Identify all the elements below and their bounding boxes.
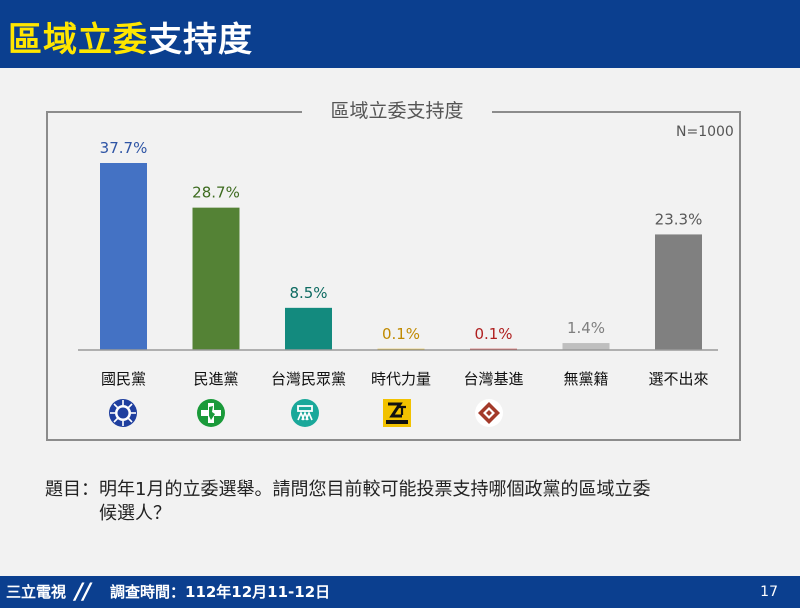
dpp-logo xyxy=(196,398,226,428)
header-bar: 區域立委支持度 xyxy=(0,0,800,68)
category-label-1: 民進黨 xyxy=(193,370,238,388)
page-title-highlight: 區域立委 xyxy=(8,20,148,60)
value-label-6: 23.3% xyxy=(655,210,703,228)
question-line-2: 候選人？ xyxy=(99,503,171,524)
category-label-5: 無黨籍 xyxy=(563,370,608,388)
brand-label: 三立電視 xyxy=(0,576,74,608)
category-label-6: 選不出來 xyxy=(648,370,708,388)
bar-1 xyxy=(192,207,240,350)
value-label-3: 0.1% xyxy=(382,325,420,343)
category-label-0: 國民黨 xyxy=(101,370,146,388)
tsp-logo xyxy=(474,398,504,428)
bar-2 xyxy=(285,307,332,350)
survey-question: 題目：明年1月的立委選舉。請問您目前較可能投票支持哪個政黨的區域立委 候選人？ xyxy=(45,478,650,526)
npp-logo xyxy=(382,398,412,428)
sample-size-label: N=1000 xyxy=(676,124,734,140)
divider-slash-icon: // xyxy=(75,580,92,605)
survey-date: 調查時間：112年12月11-12日 xyxy=(110,583,331,601)
bar-5 xyxy=(562,343,610,350)
chart-title: 區域立委支持度 xyxy=(302,98,492,124)
question-line-1: 題目：明年1月的立委選舉。請問您目前較可能投票支持哪個政黨的區域立委 xyxy=(45,479,651,500)
category-label-2: 台灣民眾黨 xyxy=(271,370,346,388)
bar-0 xyxy=(100,163,147,350)
value-label-1: 28.7% xyxy=(192,184,240,202)
bar-chart: 37.7% 國民黨 28.7% 民進黨 8.5% 台灣民眾黨 0.1% 時代力量 0.1% 台灣基… xyxy=(78,139,718,388)
page-title-rest: 支持度 xyxy=(148,20,253,60)
kmt-logo xyxy=(108,398,138,428)
category-label-3: 時代力量 xyxy=(371,370,431,388)
page-title: 區域立委支持度 xyxy=(8,12,253,61)
value-label-2: 8.5% xyxy=(289,284,327,302)
bar-6 xyxy=(655,234,702,350)
value-label-5: 1.4% xyxy=(567,319,605,337)
tpp-logo xyxy=(290,398,320,428)
value-label-0: 37.7% xyxy=(100,139,148,157)
page-number: 17 xyxy=(760,584,778,600)
value-label-4: 0.1% xyxy=(474,325,512,343)
category-label-4: 台灣基進 xyxy=(463,370,523,388)
footer-bar: 三立電視 // 調查時間：112年12月11-12日 17 xyxy=(0,576,800,608)
